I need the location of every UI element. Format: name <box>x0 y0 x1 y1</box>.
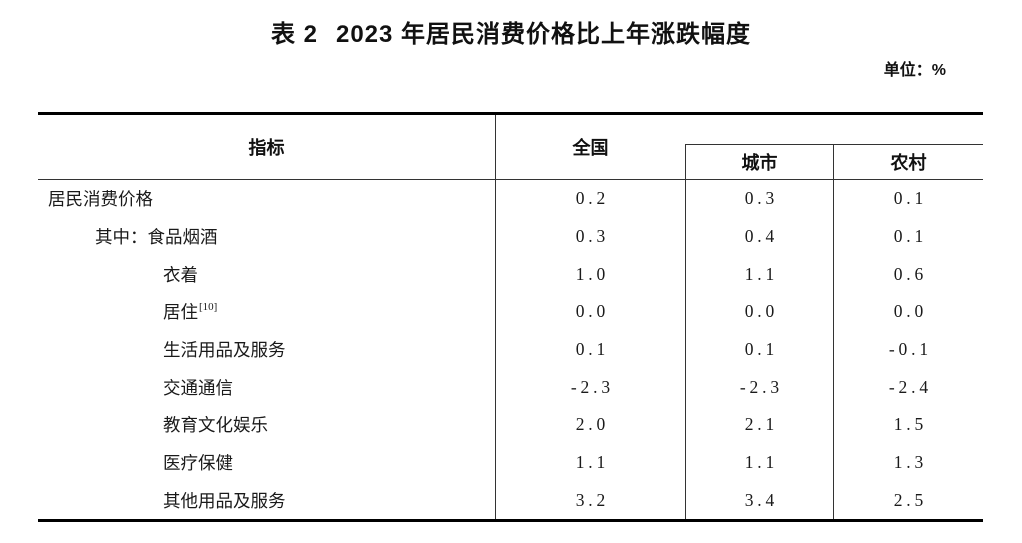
value-rural: 0.1 <box>833 217 983 256</box>
row-indicator-label: 居民消费价格 <box>48 189 153 210</box>
table-row: 其他用品及服务 3.2 3.4 2.5 <box>38 481 983 520</box>
table-header-row: 指标 全国 城市 农村 <box>38 115 983 180</box>
value-national: 0.2 <box>495 180 685 218</box>
table-body: 居民消费价格 0.2 0.3 0.1 其中：食品烟酒 0.3 0.4 0.1 衣着 1.0 1.1 0… <box>38 180 983 520</box>
table-caption: 表 2 2023 年居民消费价格比上年涨跌幅度 <box>0 19 1022 51</box>
table-caption-label: 表 2 <box>270 21 318 48</box>
table-row: 衣着 1.0 1.1 0.6 <box>38 255 983 294</box>
row-indicator-label: 其中：食品烟酒 <box>95 227 218 247</box>
value-national: 0.1 <box>495 330 685 369</box>
row-indicator-label: 其他用品及服务 <box>163 490 286 511</box>
table-row: 交通通信 -2.3 -2.3 -2.4 <box>38 368 983 407</box>
value-urban: 2.1 <box>685 406 833 444</box>
value-urban: 0.3 <box>685 180 833 218</box>
table-row: 居住 [10] 0.0 0.0 0.0 <box>38 293 983 331</box>
value-national: 0.0 <box>495 293 685 331</box>
subheader-spacer <box>685 115 983 144</box>
value-rural: 2.5 <box>833 481 983 520</box>
row-indicator-label: 生活用品及服务 <box>163 340 286 361</box>
table-row: 医疗保健 1.1 1.1 1.3 <box>38 443 983 482</box>
row-indicator-label: 居住 [10] <box>163 300 218 323</box>
subheader-row: 城市 农村 <box>685 144 983 179</box>
footnote-reference: [10] <box>199 300 218 313</box>
value-rural: 0.6 <box>833 255 983 294</box>
row-indicator-label: 衣着 <box>163 264 198 285</box>
column-header-indicator: 指标 <box>248 138 285 158</box>
value-national: 1.0 <box>495 255 685 294</box>
column-header-rural: 农村 <box>833 145 983 179</box>
row-indicator-label: 交通通信 <box>163 377 233 398</box>
table-caption-title: 2023 年居民消费价格比上年涨跌幅度 <box>335 21 752 48</box>
value-national: 2.0 <box>495 406 685 444</box>
value-urban: 0.0 <box>685 293 833 331</box>
table-row: 教育文化娱乐 2.0 2.1 1.5 <box>38 406 983 444</box>
cpi-table: 指标 全国 城市 农村 居民消费价格 0.2 0.3 0.1 其中：食品烟酒 0.3 0.4… <box>38 112 983 522</box>
value-urban: 0.1 <box>685 330 833 369</box>
urban-rural-subheader-box: 城市 农村 <box>685 115 983 179</box>
value-rural: 0.1 <box>833 180 983 218</box>
value-urban: 1.1 <box>685 255 833 294</box>
value-urban: 3.4 <box>685 481 833 520</box>
row-indicator-label: 教育文化娱乐 <box>163 415 268 436</box>
value-national: 3.2 <box>495 481 685 520</box>
value-urban: -2.3 <box>685 368 833 407</box>
value-urban: 0.4 <box>685 217 833 256</box>
value-rural: -0.1 <box>833 330 983 369</box>
value-national: 0.3 <box>495 217 685 256</box>
value-national: -2.3 <box>495 368 685 407</box>
document-page: 表 2 2023 年居民消费价格比上年涨跌幅度 单位：% 指标 全国 城市 农村 … <box>0 19 1022 543</box>
table-row: 其中：食品烟酒 0.3 0.4 0.1 <box>38 217 983 256</box>
table-row: 生活用品及服务 0.1 0.1 -0.1 <box>38 330 983 369</box>
value-rural: 1.5 <box>833 406 983 444</box>
row-indicator-label: 医疗保健 <box>163 453 233 474</box>
column-header-urban: 城市 <box>685 145 833 179</box>
value-rural: -2.4 <box>833 368 983 407</box>
value-rural: 1.3 <box>833 443 983 482</box>
value-rural: 0.0 <box>833 293 983 331</box>
value-urban: 1.1 <box>685 443 833 482</box>
table-row: 居民消费价格 0.2 0.3 0.1 <box>38 180 983 218</box>
unit-note: 单位：% <box>883 62 946 79</box>
column-header-national: 全国 <box>495 115 685 179</box>
value-national: 1.1 <box>495 443 685 482</box>
